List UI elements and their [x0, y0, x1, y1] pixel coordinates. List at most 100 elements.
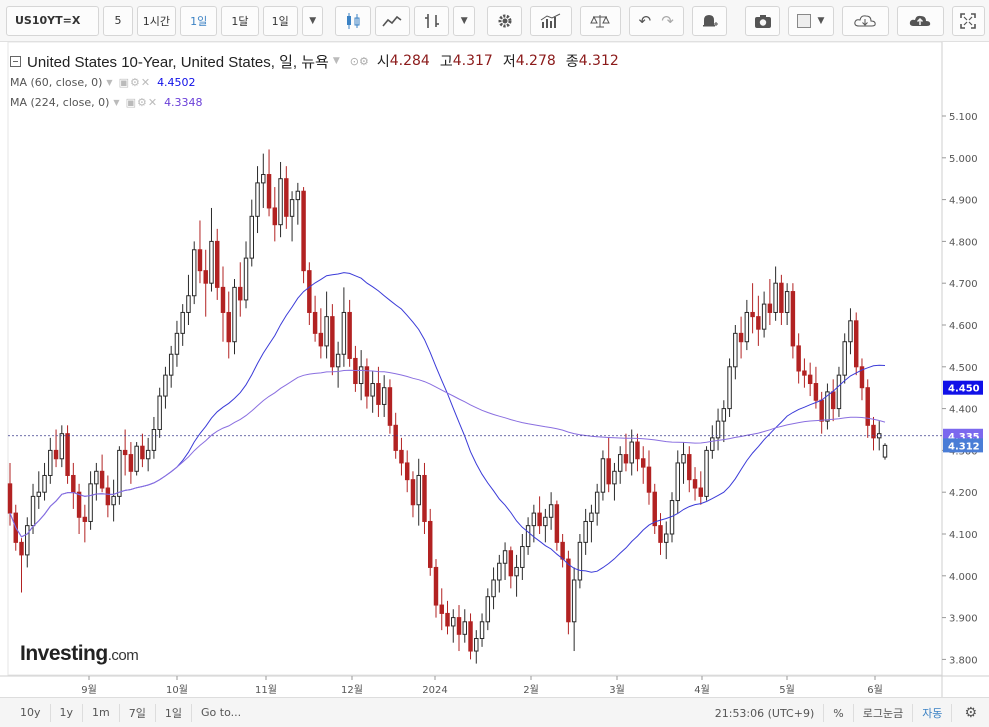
color-picker-button[interactable]: ▼: [788, 5, 834, 36]
candle-body: [186, 295, 191, 313]
candle-body: [623, 454, 629, 464]
candle-body: [128, 454, 134, 472]
candle-body: [675, 462, 680, 502]
ma60-settings-icons[interactable]: ▣⚙✕: [118, 75, 152, 89]
gear-icon: [498, 14, 512, 27]
candle-body: [399, 449, 404, 464]
candle-body: [848, 320, 853, 343]
interval-5[interactable]: 5: [103, 5, 133, 36]
candle-body: [531, 512, 537, 527]
x-tick-label: 10월: [166, 684, 188, 696]
y-tick-label: 4.100: [949, 530, 978, 541]
alert-button[interactable]: [691, 5, 728, 36]
high-value: 4.317: [452, 53, 493, 69]
candle-body: [733, 332, 738, 368]
interval-dropdown[interactable]: ▼: [301, 5, 324, 36]
screenshot-button[interactable]: [745, 5, 781, 36]
candle-body: [197, 249, 203, 272]
x-tick-label: 2월: [523, 684, 539, 696]
series-title: United States 10-Year, United States, 일,…: [27, 53, 329, 71]
candle-body: [71, 474, 76, 493]
candle-body: [117, 449, 122, 497]
range-1d[interactable]: 1일: [156, 703, 192, 722]
candle-body: [404, 462, 410, 481]
price-chart[interactable]: 5.100 5.000 4.900 4.800 4.700 4.600 4.500 4.400…: [0, 42, 989, 697]
candle-body: [226, 311, 231, 343]
plot-frame: [7, 42, 943, 676]
line-type-button[interactable]: [374, 5, 411, 36]
collapse-legend-icon[interactable]: [10, 55, 21, 67]
candle-body: [612, 470, 617, 485]
ma60-label: MA (60, close, 0): [10, 75, 103, 89]
line-chart-icon: [382, 15, 402, 27]
candle-body: [704, 449, 709, 497]
candle-body: [571, 579, 577, 623]
last-price-badge-bg: [943, 438, 983, 453]
candle-body: [646, 466, 652, 493]
percent-scale-toggle[interactable]: %: [823, 704, 852, 722]
range-10y[interactable]: 10y: [0, 703, 51, 722]
candle-body: [255, 182, 260, 217]
candle-body: [272, 207, 278, 226]
y-tick-label: 4.400: [949, 405, 978, 416]
undo-icon[interactable]: ↶: [638, 11, 652, 30]
range-1m[interactable]: 1m: [83, 703, 120, 722]
interval-other[interactable]: 1일: [262, 5, 298, 36]
candle-body: [721, 408, 727, 422]
candle-body: [525, 525, 531, 548]
cloud-load-button[interactable]: [841, 5, 889, 36]
candle-body: [819, 399, 824, 422]
cloud-save-button[interactable]: [896, 5, 944, 36]
y-tick-label: 4.000: [949, 572, 978, 583]
candle-body: [105, 487, 111, 506]
candle-body: [174, 332, 180, 355]
interval-1d[interactable]: 1일: [180, 5, 218, 36]
low-label: 저: [502, 54, 516, 70]
auto-scale-toggle[interactable]: 자동: [912, 704, 951, 722]
candle-body: [99, 470, 105, 489]
candle-type-button[interactable]: [335, 5, 371, 36]
open-label: 시: [376, 54, 390, 70]
ma224-settings-icons[interactable]: ▣⚙✕: [125, 95, 159, 109]
symbol-input[interactable]: US10YT=X: [6, 5, 100, 36]
chevron-down-icon[interactable]: ▼: [332, 56, 340, 66]
x-tick-label: 6월: [867, 684, 883, 696]
log-scale-toggle[interactable]: 로그눈금: [852, 704, 912, 722]
settings-button[interactable]: [487, 5, 523, 36]
goto-date[interactable]: Go to...: [201, 706, 242, 719]
y-tick-label: 4.200: [949, 488, 978, 499]
main-series-legend: United States 10-Year, United States, 일,…: [10, 50, 627, 72]
range-1y[interactable]: 1y: [51, 703, 84, 722]
candle-body: [416, 474, 421, 506]
candle-body: [456, 617, 462, 635]
candle-body: [462, 621, 467, 635]
chevron-down-icon[interactable]: ▼: [113, 97, 120, 107]
series-settings-icons[interactable]: ⊙⚙: [349, 54, 369, 68]
bar-type-button[interactable]: [414, 5, 450, 36]
gear-icon: ⚙: [964, 705, 977, 721]
chevron-down-icon: ▼: [460, 15, 468, 26]
candle-body: [640, 458, 646, 468]
chart-settings-button[interactable]: ⚙: [951, 704, 989, 722]
candle-body: [266, 174, 272, 209]
candle-body: [710, 437, 715, 451]
chart-type-dropdown[interactable]: ▼: [453, 5, 476, 36]
candle-body: [335, 353, 341, 368]
chevron-down-icon[interactable]: ▼: [106, 77, 113, 87]
candle-body: [796, 345, 801, 372]
fullscreen-button[interactable]: [951, 5, 986, 36]
candle-body: [433, 566, 439, 606]
candle-body: [554, 504, 560, 543]
interval-1mo[interactable]: 1달: [221, 5, 259, 36]
redo-icon[interactable]: ↷: [661, 11, 674, 30]
candle-body: [209, 240, 214, 284]
candle-body: [249, 215, 255, 259]
candle-body: [168, 353, 174, 376]
interval-1h[interactable]: 1시간: [136, 5, 176, 36]
chart-area[interactable]: 5.100 5.000 4.900 4.800 4.700 4.600 4.500 4.400…: [0, 42, 989, 697]
range-7d[interactable]: 7일: [120, 703, 156, 722]
candle-body: [577, 541, 583, 581]
clock[interactable]: 21:53:06 (UTC+9): [714, 706, 815, 720]
indicators-button[interactable]: [530, 5, 572, 36]
compare-button[interactable]: [579, 5, 621, 36]
